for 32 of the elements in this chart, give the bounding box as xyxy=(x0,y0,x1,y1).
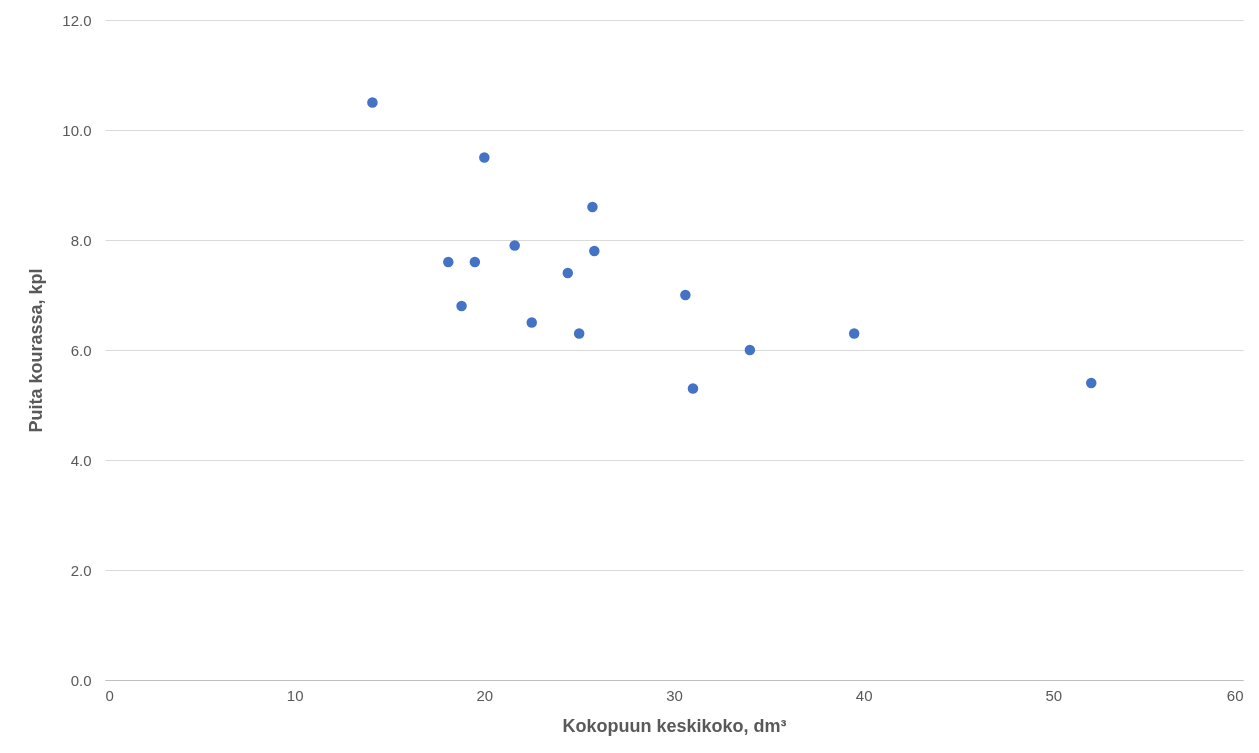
point xyxy=(443,256,454,268)
x-tick-label: 0 xyxy=(105,686,114,704)
point xyxy=(848,328,860,339)
point xyxy=(562,267,574,279)
point xyxy=(687,383,699,394)
point xyxy=(469,256,481,268)
point xyxy=(456,300,467,312)
x-tick-label: 30 xyxy=(666,686,683,704)
point xyxy=(589,245,600,257)
y-tick-label: 6.0 xyxy=(70,341,92,359)
y-axis-title: Puita kourassa, kpl xyxy=(26,268,47,433)
x-tick-label: 10 xyxy=(286,686,304,704)
y-tick-label: 4.0 xyxy=(70,451,92,469)
y-tick-label: 2.0 xyxy=(70,561,92,579)
y-tick-label: 0.0 xyxy=(70,671,92,689)
x-tick-label: 40 xyxy=(855,686,873,704)
point xyxy=(479,152,490,163)
x-axis-title: Kokopuun keskikoko, dm³ xyxy=(562,715,787,736)
x-tick-label: 60 xyxy=(1226,686,1244,704)
y-tick-label: 8.0 xyxy=(70,231,92,249)
x-tick-label: 50 xyxy=(1045,686,1063,704)
x-tick-label: 20 xyxy=(476,686,494,704)
point xyxy=(367,97,378,108)
y-tick-label: 12.0 xyxy=(62,11,92,29)
point xyxy=(509,240,520,251)
point xyxy=(680,289,691,301)
y-tick-label: 10.0 xyxy=(62,121,92,139)
point xyxy=(573,328,585,339)
point xyxy=(526,317,537,328)
point xyxy=(744,344,756,356)
point xyxy=(587,201,598,213)
point xyxy=(1086,377,1097,389)
